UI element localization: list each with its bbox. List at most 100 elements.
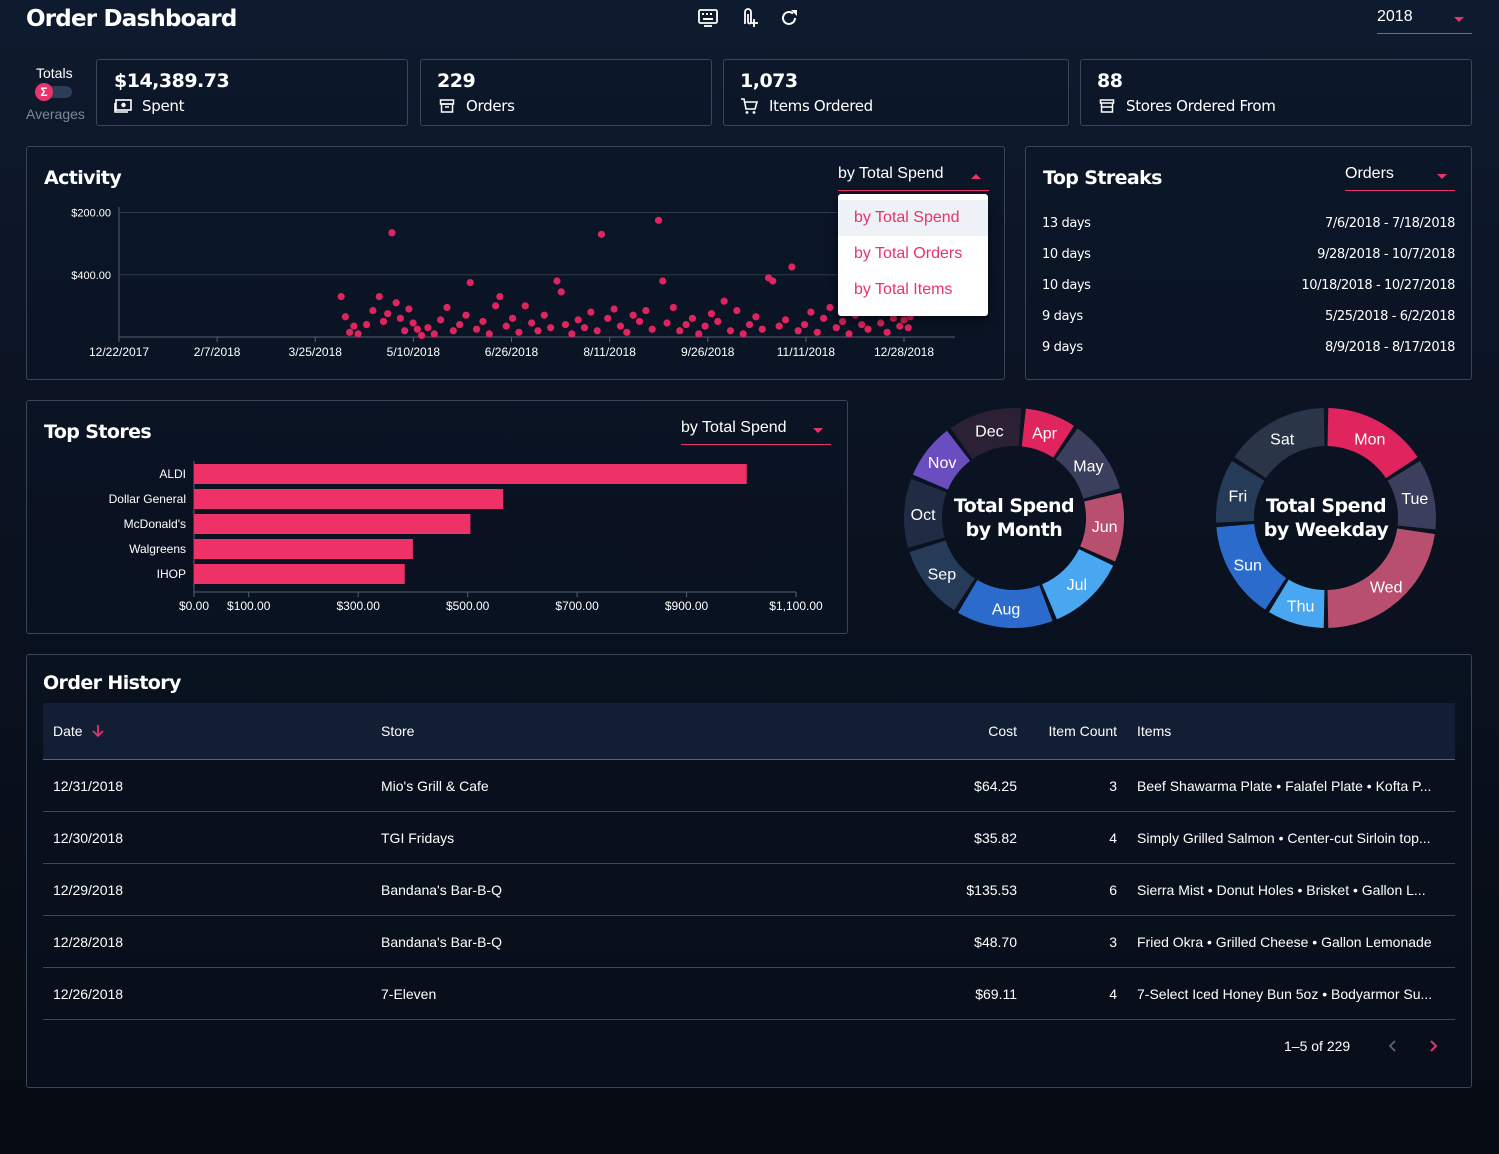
scatter-point[interactable] [485, 330, 493, 338]
donut-slice[interactable] [1327, 408, 1418, 479]
scatter-point[interactable] [337, 292, 345, 301]
scatter-point[interactable] [362, 320, 371, 329]
scatter-point[interactable] [384, 310, 392, 318]
chevron-right-icon[interactable] [1426, 1038, 1440, 1054]
scatter-point[interactable] [424, 324, 432, 332]
donut-slice[interactable] [909, 540, 975, 611]
scatter-point[interactable] [752, 313, 760, 321]
table-row[interactable]: 12/30/2018 TGI Fridays $35.82 4 Simply G… [43, 812, 1455, 864]
bar[interactable] [194, 539, 413, 559]
scatter-point[interactable] [663, 319, 671, 327]
scatter-point[interactable] [676, 327, 684, 335]
scatter-point[interactable] [401, 327, 409, 335]
bar[interactable] [194, 464, 747, 484]
scatter-point[interactable] [807, 308, 815, 316]
scatter-point[interactable] [466, 278, 474, 287]
scatter-point[interactable] [877, 319, 885, 327]
scatter-point[interactable] [479, 317, 487, 326]
scatter-point[interactable] [354, 330, 362, 338]
scatter-point[interactable] [635, 317, 644, 326]
menu-item-total-orders[interactable]: by Total Orders [854, 245, 963, 262]
scatter-point[interactable] [462, 311, 470, 319]
scatter-point[interactable] [375, 292, 383, 301]
column-header-items[interactable]: Items [1137, 723, 1172, 739]
scatter-point[interactable] [515, 328, 523, 336]
bar[interactable] [194, 514, 471, 534]
column-header-date[interactable]: Date [53, 723, 83, 739]
scatter-point[interactable] [496, 292, 504, 301]
donut-slice[interactable] [1021, 408, 1074, 458]
scatter-point[interactable] [682, 320, 690, 329]
scatter-point[interactable] [557, 288, 565, 296]
scatter-point[interactable] [688, 314, 697, 322]
donut-slice[interactable] [1234, 408, 1325, 479]
scatter-point[interactable] [701, 322, 709, 330]
chevron-left-icon[interactable] [1386, 1038, 1400, 1054]
scatter-point[interactable] [396, 314, 405, 322]
scatter-point[interactable] [733, 306, 741, 315]
scatter-point[interactable] [430, 330, 438, 338]
scatter-point[interactable] [568, 330, 576, 338]
column-header-item-count[interactable]: Item Count [1048, 723, 1117, 739]
table-row[interactable]: 12/29/2018 Bandana's Bar-B-Q $135.53 6 S… [43, 864, 1455, 916]
menu-item-total-items[interactable]: by Total Items [854, 281, 953, 298]
scatter-point[interactable] [794, 327, 802, 335]
scatter-point[interactable] [845, 330, 853, 338]
donut-slice[interactable] [1080, 492, 1124, 562]
scatter-point[interactable] [758, 325, 766, 333]
scatter-point[interactable] [547, 324, 555, 332]
scatter-point[interactable] [528, 319, 536, 327]
scatter-point[interactable] [739, 330, 747, 338]
donut-slice[interactable] [1216, 461, 1265, 523]
scatter-point[interactable] [883, 328, 891, 336]
scatter-point[interactable] [492, 302, 500, 310]
attach-add-icon[interactable] [739, 7, 761, 29]
scatter-point[interactable] [604, 314, 612, 322]
scatter-point[interactable] [472, 325, 481, 333]
scatter-point[interactable] [781, 316, 790, 324]
activity-metric-select[interactable]: by Total Spend [838, 165, 989, 191]
scatter-point[interactable] [864, 325, 872, 333]
scatter-point[interactable] [521, 302, 529, 310]
scatter-point[interactable] [659, 277, 667, 285]
scatter-point[interactable] [413, 325, 421, 333]
scatter-point[interactable] [369, 306, 377, 315]
totals-averages-toggle[interactable]: Totals Σ Averages [26, 64, 88, 124]
scatter-point[interactable] [858, 320, 866, 329]
scatter-point[interactable] [900, 316, 908, 324]
scatter-point[interactable] [896, 322, 904, 330]
scatter-point[interactable] [629, 311, 637, 319]
scatter-point[interactable] [379, 317, 388, 326]
donut-slice[interactable] [950, 408, 1022, 460]
scatter-point[interactable] [561, 320, 570, 329]
scatter-point[interactable] [456, 320, 464, 329]
scatter-point[interactable] [449, 327, 457, 335]
scatter-point[interactable] [346, 328, 354, 336]
donut-slice[interactable] [1042, 549, 1114, 620]
scatter-point[interactable] [648, 325, 656, 333]
scatter-point[interactable] [392, 299, 400, 307]
scatter-point[interactable] [904, 324, 912, 332]
scatter-point[interactable] [669, 303, 677, 312]
scatter-point[interactable] [623, 328, 631, 336]
scatter-point[interactable] [508, 314, 517, 322]
column-header-store[interactable]: Store [381, 723, 415, 739]
scatter-point[interactable] [593, 327, 601, 335]
scatter-point[interactable] [540, 311, 548, 319]
scatter-point[interactable] [417, 331, 426, 340]
bar[interactable] [194, 564, 405, 584]
scatter-point[interactable] [574, 316, 582, 324]
scatter-point[interactable] [745, 320, 754, 329]
scatter-point[interactable] [714, 317, 722, 326]
scatter-point[interactable] [826, 303, 834, 312]
table-row[interactable]: 12/31/2018 Mio's Grill & Cafe $64.25 3 B… [43, 760, 1455, 812]
scatter-point[interactable] [839, 317, 847, 326]
scatter-point[interactable] [832, 324, 840, 332]
scatter-point[interactable] [388, 229, 396, 237]
scatter-point[interactable] [405, 305, 413, 313]
scatter-point[interactable] [597, 230, 606, 238]
scatter-point[interactable] [889, 314, 898, 322]
scatter-point[interactable] [800, 320, 809, 329]
scatter-point[interactable] [437, 316, 445, 324]
donut-slice[interactable] [1327, 528, 1435, 628]
